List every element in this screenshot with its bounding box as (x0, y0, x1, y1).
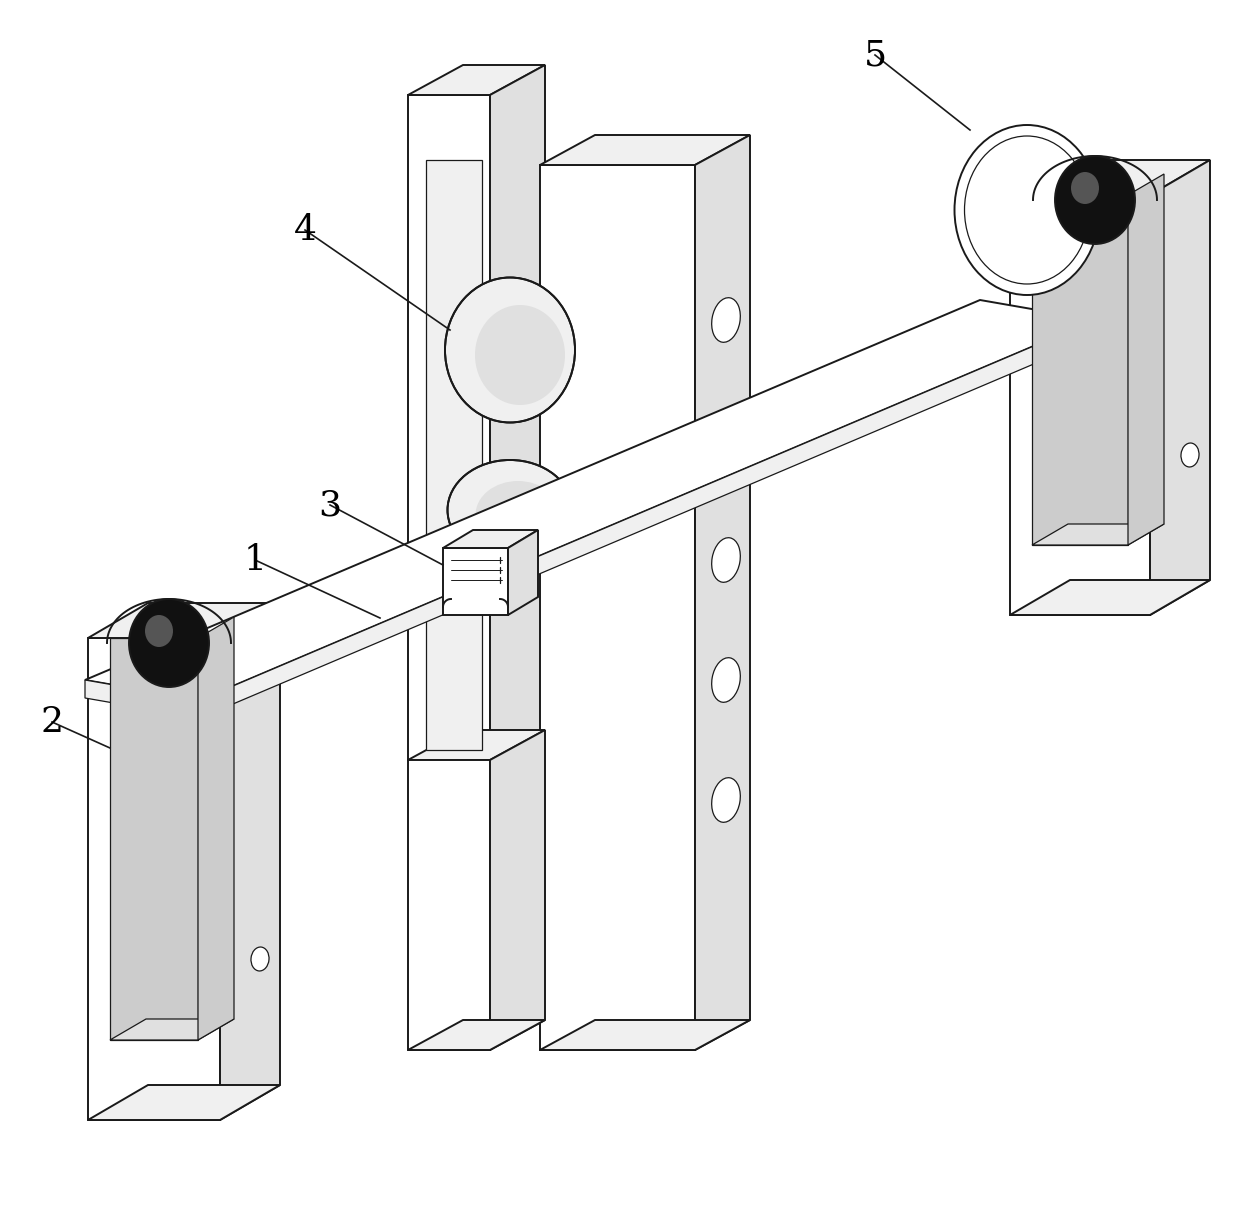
Polygon shape (1011, 159, 1210, 195)
Text: 4: 4 (294, 213, 316, 247)
Polygon shape (490, 730, 546, 1050)
Ellipse shape (712, 657, 740, 702)
Polygon shape (408, 759, 490, 1050)
Polygon shape (490, 65, 546, 759)
Ellipse shape (1055, 156, 1135, 243)
Polygon shape (539, 166, 694, 1050)
Polygon shape (443, 548, 508, 615)
Polygon shape (1011, 195, 1149, 615)
Polygon shape (200, 320, 1095, 718)
Ellipse shape (1071, 172, 1099, 204)
Ellipse shape (129, 599, 210, 688)
Ellipse shape (448, 460, 573, 560)
Polygon shape (1032, 195, 1128, 545)
Text: 2: 2 (41, 705, 63, 739)
Ellipse shape (1180, 443, 1199, 467)
Polygon shape (408, 1020, 546, 1050)
Polygon shape (408, 65, 546, 95)
Polygon shape (427, 159, 482, 750)
Text: 5: 5 (863, 38, 887, 72)
Polygon shape (694, 135, 750, 1050)
Ellipse shape (445, 277, 575, 422)
Polygon shape (88, 602, 280, 638)
Polygon shape (88, 638, 219, 1120)
Ellipse shape (712, 417, 740, 462)
Polygon shape (86, 301, 1095, 700)
Polygon shape (1011, 581, 1210, 615)
Polygon shape (88, 1086, 280, 1120)
Ellipse shape (712, 778, 740, 823)
Ellipse shape (475, 305, 565, 405)
Polygon shape (408, 730, 546, 759)
Polygon shape (110, 1019, 234, 1041)
Ellipse shape (250, 947, 269, 971)
Polygon shape (508, 529, 538, 615)
Polygon shape (198, 617, 234, 1041)
Polygon shape (539, 135, 750, 166)
Ellipse shape (955, 125, 1100, 295)
Polygon shape (110, 638, 198, 1041)
Ellipse shape (145, 615, 174, 647)
Text: 1: 1 (243, 543, 267, 577)
Polygon shape (539, 1020, 750, 1050)
Polygon shape (1128, 174, 1164, 545)
Polygon shape (86, 680, 200, 718)
Polygon shape (443, 529, 538, 548)
Polygon shape (408, 95, 490, 759)
Polygon shape (1032, 525, 1164, 545)
Ellipse shape (712, 298, 740, 342)
Text: 3: 3 (319, 488, 341, 522)
Ellipse shape (712, 538, 740, 582)
Polygon shape (219, 602, 280, 1120)
Polygon shape (1149, 159, 1210, 615)
Ellipse shape (475, 481, 560, 549)
